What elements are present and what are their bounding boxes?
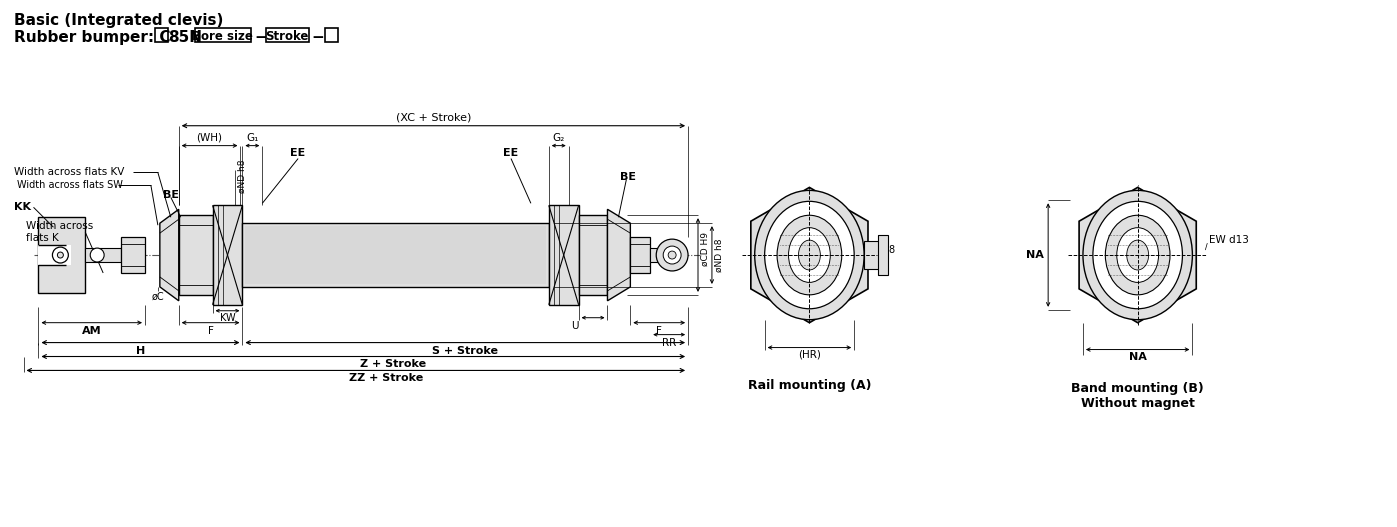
Text: Without magnet: Without magnet [1081, 397, 1194, 411]
Bar [243, 223, 549, 287]
Bar [194, 28, 251, 42]
Text: KK: KK [14, 202, 31, 212]
Bar [180, 248, 211, 262]
Text: BE: BE [620, 172, 637, 182]
Bar [212, 206, 243, 305]
Text: Z + Stroke: Z + Stroke [360, 359, 426, 369]
Text: øC: øC [151, 292, 165, 302]
Bar [578, 215, 608, 295]
Text: U: U [571, 321, 578, 331]
Ellipse shape [1127, 240, 1148, 270]
Text: 8: 8 [888, 245, 894, 255]
Text: S + Stroke: S + Stroke [432, 346, 499, 356]
Ellipse shape [1116, 228, 1158, 282]
Text: G₂: G₂ [553, 133, 564, 143]
Text: Rubber bumper: C: Rubber bumper: C [14, 30, 170, 45]
Text: AM: AM [82, 326, 102, 336]
Circle shape [657, 239, 689, 271]
Text: NA: NA [1129, 352, 1147, 362]
Text: (XC + Stroke): (XC + Stroke) [395, 113, 471, 123]
Polygon shape [159, 209, 179, 301]
Text: Width across
flats K: Width across flats K [25, 221, 92, 243]
Text: F: F [657, 326, 662, 336]
Text: EE: EE [291, 148, 306, 158]
Circle shape [668, 251, 676, 259]
Circle shape [664, 246, 682, 264]
Bar [549, 206, 578, 305]
Text: øND h8: øND h8 [715, 238, 724, 272]
Text: EW d13: EW d13 [1210, 235, 1249, 245]
Circle shape [91, 248, 105, 262]
Ellipse shape [764, 201, 854, 309]
Ellipse shape [754, 190, 865, 320]
Text: Width across flats SW: Width across flats SW [17, 180, 123, 190]
Text: Basic (Integrated clevis): Basic (Integrated clevis) [14, 13, 224, 28]
Text: øCD H9: øCD H9 [701, 232, 710, 266]
Bar [650, 248, 664, 262]
Text: EE: EE [503, 148, 518, 158]
Text: NA: NA [1027, 250, 1044, 260]
Circle shape [53, 247, 68, 263]
Text: −: − [254, 30, 267, 45]
Text: G₁: G₁ [246, 133, 258, 143]
Polygon shape [608, 209, 630, 301]
Ellipse shape [777, 215, 842, 295]
Bar [326, 28, 338, 42]
Bar [246, 226, 546, 284]
Text: H: H [136, 346, 145, 356]
Text: 85N: 85N [168, 30, 201, 45]
Text: (WH): (WH) [197, 133, 222, 143]
Text: ZZ + Stroke: ZZ + Stroke [348, 374, 423, 384]
Text: BE: BE [163, 190, 179, 200]
Polygon shape [750, 188, 868, 323]
Text: Width across flats KV: Width across flats KV [14, 168, 124, 178]
Text: KW: KW [219, 313, 235, 323]
Bar [85, 248, 122, 262]
Ellipse shape [788, 228, 830, 282]
Bar [865, 241, 884, 269]
Text: F: F [208, 326, 214, 336]
Circle shape [57, 252, 63, 258]
Text: (HR): (HR) [798, 349, 821, 359]
Ellipse shape [1092, 201, 1182, 309]
Bar [267, 28, 309, 42]
Polygon shape [1078, 188, 1196, 323]
Bar [630, 237, 650, 273]
Bar [155, 28, 168, 42]
Text: RR: RR [662, 338, 676, 348]
Text: øND h8: øND h8 [237, 160, 246, 193]
Text: Bore size: Bore size [191, 30, 253, 43]
Bar [39, 245, 71, 265]
Bar [179, 215, 212, 295]
Bar [879, 235, 888, 275]
Text: Rail mounting (A): Rail mounting (A) [747, 379, 872, 393]
Bar [122, 237, 145, 273]
Bar [39, 217, 85, 293]
Ellipse shape [1105, 215, 1171, 295]
Text: Stroke: Stroke [265, 30, 309, 43]
Text: Band mounting (B): Band mounting (B) [1071, 383, 1204, 395]
Text: −: − [312, 30, 324, 45]
Ellipse shape [799, 240, 820, 270]
Ellipse shape [1083, 190, 1193, 320]
